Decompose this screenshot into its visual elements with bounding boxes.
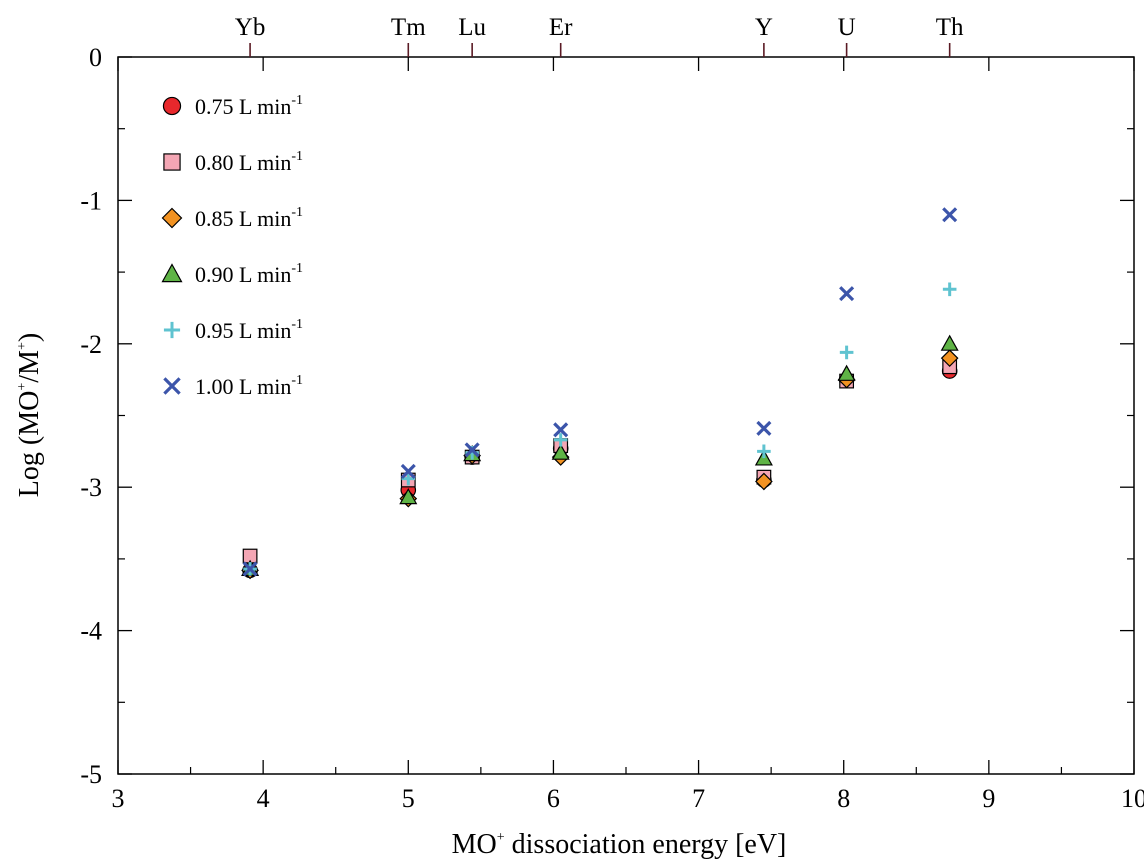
- y-tick-label: -3: [80, 473, 102, 502]
- y-tick-label: -1: [80, 186, 102, 215]
- x-tick-label: 8: [837, 784, 850, 813]
- marker-diamond: [755, 472, 773, 491]
- y-tick-label: -5: [80, 760, 102, 789]
- x-tick-label: 10: [1121, 784, 1144, 813]
- x-tick-label: 4: [257, 784, 270, 813]
- element-label: Yb: [235, 14, 266, 41]
- x-tick-label: 7: [692, 784, 705, 813]
- legend-label: 0.75 L min-1: [195, 93, 303, 119]
- marker-plus: [757, 444, 771, 459]
- marker-triangle: [940, 334, 959, 351]
- x-tick-label: 9: [982, 784, 995, 813]
- marker-cross: [756, 420, 772, 436]
- marker-plus: [553, 433, 568, 447]
- legend: 0.75 L min-1 0.80 L min-1 0.85 L min-1 0.90…: [161, 93, 303, 399]
- legend-label: 1.00 L min-1: [195, 373, 303, 399]
- x-tick-label: 5: [402, 784, 415, 813]
- y-tick-label: 0: [89, 43, 102, 72]
- element-label: Th: [936, 14, 964, 41]
- legend-label: 0.95 L min-1: [195, 317, 303, 343]
- legend-label: 0.90 L min-1: [195, 261, 303, 287]
- legend-label: 0.80 L min-1: [195, 149, 303, 175]
- marker-diamond: [940, 349, 959, 367]
- marker-circle: [162, 96, 182, 116]
- x-tick-label: 3: [112, 784, 125, 813]
- element-label: Y: [755, 14, 773, 41]
- marker-plus: [839, 345, 854, 360]
- marker-triangle: [399, 488, 418, 505]
- marker-plus: [163, 321, 181, 339]
- marker-cross: [553, 422, 569, 438]
- y-tick-label: -2: [80, 330, 102, 359]
- marker-plus: [942, 282, 957, 297]
- marker-cross: [163, 377, 181, 395]
- x-tick-label: 6: [547, 784, 560, 813]
- marker-cross: [464, 442, 480, 458]
- element-label: U: [838, 14, 856, 41]
- marker-cross: [942, 207, 958, 223]
- y-tick-label: -4: [80, 617, 102, 646]
- marker-diamond: [161, 207, 183, 229]
- marker-triangle: [551, 443, 570, 460]
- axes: 3 4 5 6 7 8 9 10 0 -1 -2 -3 -4 -5: [80, 43, 1144, 813]
- marker-cross: [400, 463, 416, 479]
- marker-cross: [839, 286, 855, 302]
- marker-plus: [401, 471, 416, 486]
- element-label: Lu: [458, 14, 486, 41]
- data-markers: [241, 207, 959, 580]
- marker-square: [163, 153, 181, 171]
- marker-triangle: [837, 364, 856, 381]
- marker-triangle: [161, 263, 183, 283]
- element-label: Tm: [391, 14, 426, 41]
- marker-cross: [242, 561, 258, 577]
- y-axis-title: Log (MO+/M+): [14, 333, 45, 497]
- top-element-axis: Yb Tm Lu Er Y U Th: [235, 14, 964, 57]
- legend-label: 0.85 L min-1: [195, 205, 303, 231]
- x-axis-title: MO+ dissociation energy [eV]: [452, 829, 787, 860]
- element-label: Er: [549, 14, 573, 41]
